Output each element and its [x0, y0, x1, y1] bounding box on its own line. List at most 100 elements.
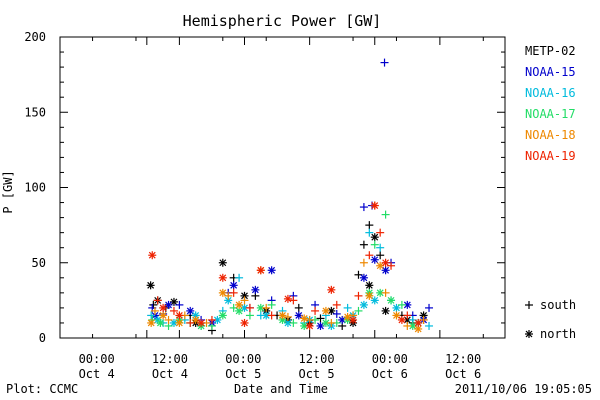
data-point-north [359, 273, 368, 282]
data-point-north [392, 303, 401, 312]
data-point-south [262, 303, 271, 312]
star-d2 [376, 262, 384, 270]
data-point-south [235, 273, 244, 282]
data-point-south [365, 251, 374, 260]
data-point-south [397, 300, 406, 309]
star-d2 [186, 307, 194, 315]
data-point-north [392, 311, 401, 320]
data-point-south [283, 312, 292, 321]
star-d2 [235, 301, 243, 309]
data-point-south [150, 306, 159, 315]
data-point-north [365, 291, 374, 300]
star-d2 [360, 301, 368, 309]
data-point-north [300, 314, 309, 323]
data-point-north [229, 281, 238, 290]
star-d2 [284, 319, 292, 327]
data-point-south [147, 311, 156, 320]
data-point-south [359, 203, 368, 212]
data-point-south [332, 300, 341, 309]
star-d2 [371, 256, 379, 264]
data-point-north [213, 315, 222, 324]
data-point-north [370, 255, 379, 264]
legend-entry: NOAA-17 [525, 107, 576, 121]
data-point-north [414, 318, 423, 327]
x-tick-label: 00:00 [372, 352, 408, 366]
star-d2 [165, 301, 172, 309]
star-d2 [393, 304, 400, 312]
star-d2 [327, 307, 335, 315]
plot-frame [59, 36, 506, 339]
data-point-north [267, 266, 276, 275]
y-tick-label: 0 [39, 331, 46, 345]
star-d2 [159, 304, 167, 312]
legend-symbol-south [525, 301, 533, 309]
data-point-south [403, 311, 412, 320]
star-d2 [219, 259, 227, 267]
data-point-south [245, 303, 254, 312]
data-point-south [186, 318, 195, 327]
star-d2 [170, 319, 178, 327]
star-d2 [295, 312, 303, 319]
data-point-north [218, 311, 227, 320]
data-point-north [235, 300, 244, 309]
data-point-north [349, 315, 358, 324]
star-d2 [300, 322, 308, 330]
data-point-south [289, 296, 298, 305]
data-point-north [370, 296, 379, 305]
data-point-north [387, 296, 396, 305]
data-point-south [425, 303, 434, 312]
star-d2 [148, 251, 156, 259]
data-point-south [425, 321, 434, 330]
data-point-north [175, 311, 184, 320]
data-point-north [240, 291, 249, 300]
x-axis-label: Date and Time [234, 382, 328, 396]
star-d2 [317, 322, 324, 330]
data-point-south [359, 240, 368, 249]
data-point-north [159, 311, 168, 320]
data-point-south [229, 288, 238, 297]
star-d2 [393, 312, 400, 319]
data-point-north [175, 318, 184, 327]
legend-entry: NOAA-18 [525, 128, 576, 142]
x-tick-label: 12:00 [445, 352, 481, 366]
legend-marker-label: south [540, 298, 576, 312]
data-point-south [169, 306, 178, 315]
data-point-north [186, 306, 195, 315]
footer-timestamp: 2011/10/06 19:05:05 [455, 382, 592, 396]
data-point-south [316, 314, 325, 323]
data-point-south [354, 306, 363, 315]
star-d2 [322, 319, 330, 327]
star-d2 [147, 319, 155, 327]
star-d2 [387, 296, 395, 304]
star-d2 [230, 281, 238, 289]
star-d2 [224, 296, 232, 304]
data-point-north [147, 318, 156, 327]
data-point-north [218, 273, 227, 282]
data-point-south [267, 311, 276, 320]
star-d2 [382, 259, 390, 267]
data-point-south [370, 240, 379, 249]
data-point-south [207, 315, 216, 324]
data-point-north [321, 306, 330, 315]
star-d2 [344, 313, 352, 321]
data-point-south [327, 318, 336, 327]
x-tick-date: Oct 6 [445, 367, 481, 381]
star-d2 [371, 233, 379, 241]
data-point-north [156, 318, 165, 327]
y-tick-label: 200 [24, 30, 46, 44]
star-d2 [414, 325, 422, 333]
data-point-south [376, 228, 385, 237]
star-d2 [241, 304, 248, 312]
data-point-south [311, 306, 320, 315]
star-d2 [409, 322, 417, 330]
x-tick-label: 12:00 [152, 352, 188, 366]
data-point-south [289, 318, 298, 327]
data-point-south [267, 300, 276, 309]
legend-entry: METP-02 [525, 44, 576, 58]
data-point-north [359, 300, 368, 309]
data-point-south [359, 258, 368, 267]
star-d2 [365, 281, 373, 289]
y-tick-label: 100 [24, 181, 46, 195]
legend-entry: NOAA-19 [525, 149, 576, 163]
data-point-south [376, 251, 385, 260]
